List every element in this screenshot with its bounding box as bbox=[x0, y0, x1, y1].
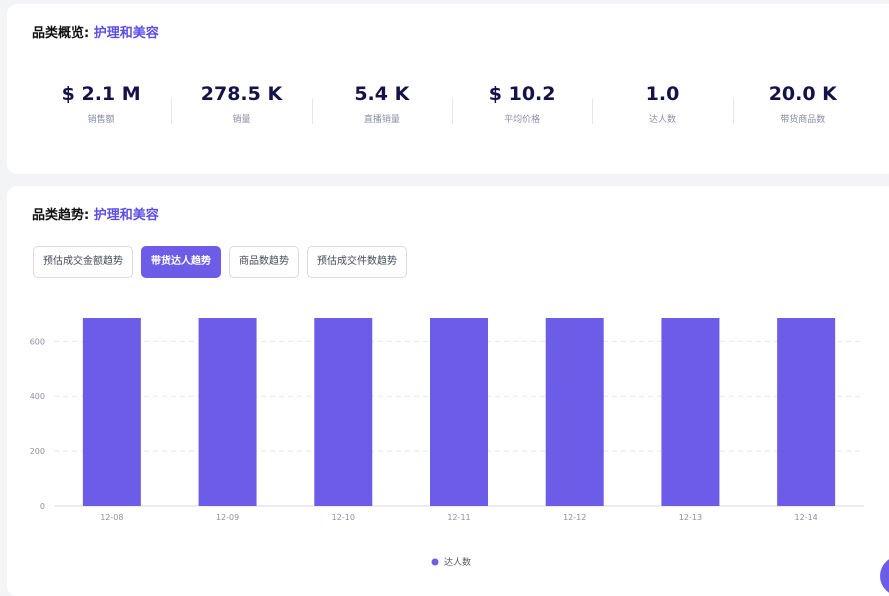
stat-value: 5.4 K bbox=[354, 83, 410, 105]
x-tick-label: 12-13 bbox=[679, 513, 702, 522]
chart-legend[interactable]: 达人数 bbox=[431, 556, 472, 568]
bar-chart: 0 200 400 600 12-08 12-09 12-10 12-11 12-12 12-1… bbox=[30, 318, 864, 568]
bar[interactable] bbox=[661, 318, 720, 506]
stat-average-price: $ 10.2 平均价格 bbox=[451, 74, 592, 134]
stat-value: $ 10.2 bbox=[488, 83, 556, 105]
stat-sales-volume: 278.5 K 销量 bbox=[171, 74, 311, 134]
overview-category[interactable]: 护理和美容 bbox=[93, 26, 159, 41]
y-tick-label: 200 bbox=[30, 447, 45, 456]
trend-category[interactable]: 护理和美容 bbox=[93, 208, 159, 223]
stat-product-count: 20.0 K 带货商品数 bbox=[732, 74, 873, 134]
overview-title-prefix: 品类概览: bbox=[32, 26, 90, 41]
y-tick-label: 600 bbox=[30, 337, 45, 346]
chart-x-axis: 12-08 12-09 12-10 12-11 12-12 12-13 12-14 bbox=[100, 513, 818, 522]
x-tick-label: 12-10 bbox=[332, 513, 355, 522]
tab-units-trend[interactable]: 预估成交件数趋势 bbox=[307, 246, 407, 278]
stat-value: 278.5 K bbox=[200, 83, 283, 105]
tab-gmv-trend[interactable]: 预估成交金额趋势 bbox=[33, 246, 133, 278]
tab-product-count-trend[interactable]: 商品数趋势 bbox=[229, 246, 299, 278]
x-tick-label: 12-14 bbox=[795, 513, 818, 522]
stat-sales-amount: $ 2.1 M 销售额 bbox=[31, 74, 171, 134]
stat-label: 销量 bbox=[232, 115, 251, 125]
legend-label: 达人数 bbox=[444, 556, 471, 568]
stat-creator-count: 1.0 达人数 bbox=[592, 74, 732, 134]
legend-marker bbox=[431, 558, 439, 566]
stat-value: 1.0 bbox=[645, 83, 680, 105]
stat-label: 达人数 bbox=[648, 115, 676, 125]
x-tick-label: 12-12 bbox=[563, 513, 586, 522]
overview-title: 品类概览: 护理和美容 bbox=[32, 22, 159, 41]
bar[interactable] bbox=[777, 318, 836, 506]
bar[interactable] bbox=[82, 318, 141, 506]
stat-value: 20.0 K bbox=[768, 83, 837, 105]
tab-creator-trend[interactable]: 带货达人趋势 bbox=[141, 246, 221, 278]
bar[interactable] bbox=[430, 318, 488, 506]
x-tick-label: 12-09 bbox=[216, 513, 239, 522]
y-tick-label: 400 bbox=[30, 392, 45, 401]
overview-card: 品类概览: 护理和美容 $ 2.1 M 销售额 278.5 K 销量 5.4 K… bbox=[7, 4, 889, 174]
bar[interactable] bbox=[314, 318, 373, 506]
trend-tabs: 预估成交金额趋势 带货达人趋势 商品数趋势 预估成交件数趋势 bbox=[33, 246, 407, 278]
help-bubble-button[interactable] bbox=[880, 556, 889, 596]
y-tick-label: 0 bbox=[40, 502, 45, 511]
x-tick-label: 12-08 bbox=[100, 513, 123, 522]
stats-row: $ 2.1 M 销售额 278.5 K 销量 5.4 K 直播销量 $ 10.2… bbox=[31, 74, 873, 134]
stat-label: 带货商品数 bbox=[780, 115, 826, 125]
bar[interactable] bbox=[198, 318, 257, 506]
trend-title: 品类趋势: 护理和美容 bbox=[32, 204, 159, 223]
stat-label: 直播销量 bbox=[363, 115, 400, 125]
x-tick-label: 12-11 bbox=[447, 513, 470, 522]
stat-value: $ 2.1 M bbox=[61, 83, 141, 105]
bar[interactable] bbox=[545, 318, 604, 506]
stat-label: 销售额 bbox=[87, 115, 115, 125]
trend-title-prefix: 品类趋势: bbox=[32, 208, 90, 223]
stat-label: 平均价格 bbox=[504, 115, 541, 125]
stat-live-sales: 5.4 K 直播销量 bbox=[311, 74, 452, 134]
chart-bars bbox=[82, 318, 836, 506]
